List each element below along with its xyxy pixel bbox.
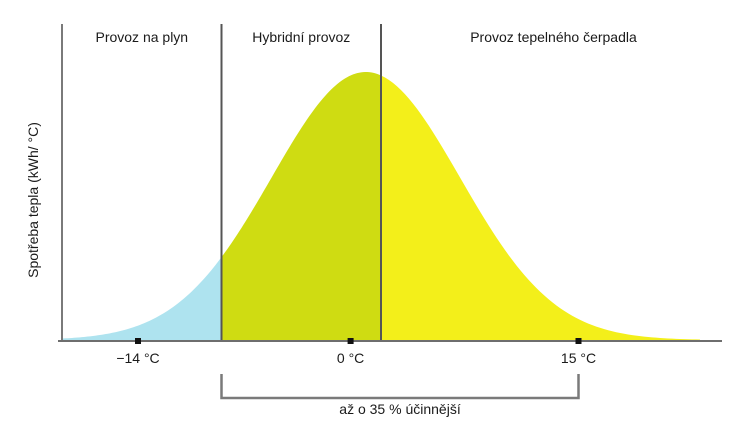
x-tick-label-0: −14 °C [116, 350, 159, 366]
zone-labels: Provoz na plyn Hybridní provoz Provoz tepe… [95, 29, 636, 45]
x-tick-label-2: 15 °C [561, 350, 596, 366]
x-tick-mark-1 [347, 338, 354, 344]
x-ticks: −14 °C 0 °C 15 °C [116, 338, 596, 366]
zone-label-1: Hybridní provoz [252, 29, 350, 45]
bracket-label: až o 35 % účinnější [339, 401, 461, 417]
zone-label-0: Provoz na plyn [95, 29, 188, 45]
zone-area-0 [62, 257, 222, 340]
zone-lines [61, 24, 382, 341]
x-tick-mark-0 [135, 338, 141, 344]
efficiency-bracket: až o 35 % účinnější [220, 374, 580, 417]
x-tick-mark-2 [575, 338, 582, 344]
bracket-line [220, 374, 580, 400]
y-axis-label: Spotřeba tepla (kWh/ °C) [25, 122, 41, 278]
zone-area-2 [381, 75, 700, 341]
zone-label-2: Provoz tepelného čerpadla [470, 29, 637, 45]
zone-areas [62, 72, 700, 341]
zone-area-1 [221, 72, 381, 340]
x-tick-label-1: 0 °C [337, 350, 364, 366]
